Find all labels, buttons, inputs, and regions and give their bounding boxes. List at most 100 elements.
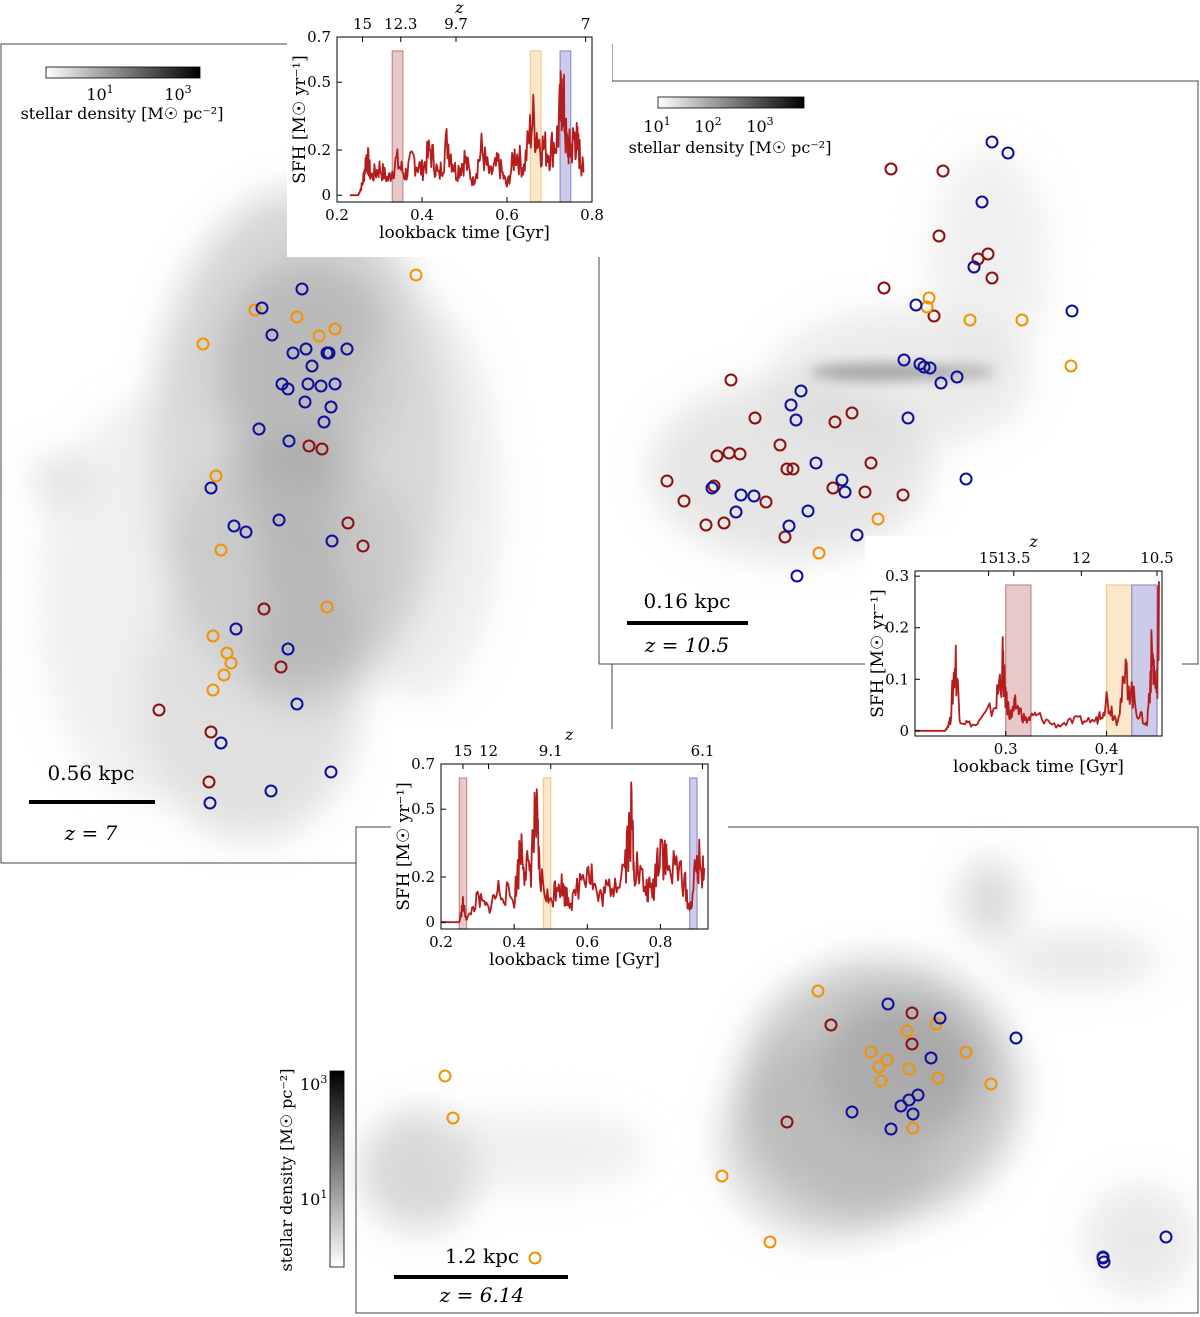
panel-z7-clusters: [152, 268, 423, 810]
cluster-young-marker: [734, 488, 748, 502]
cluster-young-marker: [340, 342, 354, 356]
cluster-young-marker: [239, 525, 253, 539]
cluster-young-marker: [301, 377, 315, 391]
sfh-ztick-label: 15: [453, 742, 472, 760]
cluster-old-marker: [786, 462, 800, 476]
cluster-old-marker: [780, 462, 794, 476]
cluster-young-marker: [282, 434, 296, 448]
cluster-young-marker: [906, 1107, 920, 1121]
cluster-young-marker: [299, 342, 313, 356]
cluster-young-marker: [227, 519, 241, 533]
cluster-young-marker: [794, 384, 808, 398]
cluster-mid-marker: [1064, 359, 1078, 373]
sfh-ztick-label: 12.3: [384, 15, 417, 33]
cluster-young-marker: [1065, 304, 1079, 318]
cluster-young-marker: [305, 359, 319, 373]
cluster-young-marker: [835, 473, 849, 487]
cluster-old-marker: [778, 530, 792, 544]
cluster-young-marker: [959, 472, 973, 486]
cluster-young-marker: [229, 622, 243, 636]
cluster-old-marker: [660, 474, 674, 488]
cluster-young-marker: [314, 379, 328, 393]
cluster-young-marker: [985, 135, 999, 149]
cluster-young-marker: [325, 534, 339, 548]
panel-z7-colorbar: [45, 66, 201, 79]
sfh-ztick-label: 15: [979, 549, 998, 567]
cluster-mid-marker: [438, 1069, 452, 1083]
panel-z6-clusters: [438, 984, 1173, 1269]
cluster-old-marker: [341, 516, 355, 530]
panel-z10-clusters: [660, 135, 1079, 583]
sfh-xtick-label: 0.4: [502, 933, 526, 951]
cluster-old-marker: [773, 438, 787, 452]
cluster-mid-marker: [871, 512, 885, 526]
sfh-inset-background: [391, 729, 728, 984]
cluster-mid-marker: [196, 337, 210, 351]
cluster-young-marker: [909, 298, 923, 312]
cluster-old-marker: [699, 518, 713, 532]
sfh-ztick-label: 12: [1072, 549, 1091, 567]
cluster-young-marker: [923, 361, 937, 375]
cluster-mid-marker: [290, 310, 304, 324]
cluster-old-marker: [824, 1018, 838, 1032]
cluster-mid-marker: [217, 668, 231, 682]
cluster-young-marker: [1097, 1255, 1111, 1269]
sfh-ztick-label: 7: [581, 15, 591, 33]
cluster-young-marker: [1001, 146, 1015, 160]
sfh-ylabel: SFH [M☉ yr⁻¹]: [394, 782, 414, 911]
cluster-young-marker: [264, 784, 278, 798]
cluster-young-marker: [298, 395, 312, 409]
cluster-old-marker: [204, 725, 218, 739]
cluster-young-marker: [705, 481, 719, 495]
panel-z10-colorbar: [657, 96, 805, 109]
cluster-old-marker: [710, 449, 724, 463]
cluster-mid-marker: [224, 656, 238, 670]
cluster-mid-marker: [931, 1071, 945, 1085]
panel-z6-density-map: [360, 860, 1195, 1295]
cluster-young-marker: [933, 1011, 947, 1025]
cluster-old-marker: [302, 439, 316, 453]
cluster-old-marker: [717, 516, 731, 530]
sfh-ytick-label: 0.1: [885, 670, 909, 688]
sfh-ytick-label: 0: [899, 722, 909, 740]
sfh-inset-z6: 0.2 0.4 0.6 0.8 0 0.2 0.5 0.7 15 12 9.1 6.1 z lookbac…: [391, 725, 728, 984]
cluster-young-marker: [324, 765, 338, 779]
cluster-young-marker: [845, 1105, 859, 1119]
cluster-young-marker: [901, 411, 915, 425]
panel-z6-redshift: z = 6.14: [439, 1283, 525, 1307]
sfh-band-mid: [542, 777, 552, 930]
cluster-young-marker: [322, 346, 336, 360]
cluster-old-marker: [257, 602, 271, 616]
cluster-old-marker: [724, 373, 738, 387]
cluster-young-marker: [911, 1088, 925, 1102]
cluster-old-marker: [152, 703, 166, 717]
panel-z6-cbar-label: stellar density [M☉ pc⁻²]: [277, 1069, 296, 1272]
cluster-old-marker: [936, 164, 950, 178]
sfh-xtick-label: 0.8: [580, 206, 604, 224]
panel-z7-density-map: [30, 190, 500, 840]
cluster-old-marker: [677, 494, 691, 508]
cluster-mid-marker: [528, 1251, 542, 1265]
panel-z7-scale-bar: [29, 800, 155, 804]
panel-z10-cbar-label: stellar density [M☉ pc⁻²]: [629, 138, 832, 157]
sfh-ztick-label: 15: [353, 15, 372, 33]
cluster-young-marker: [203, 796, 217, 810]
cluster-young-marker: [324, 400, 338, 414]
cluster-mid-marker: [206, 629, 220, 643]
cluster-old-marker: [896, 488, 910, 502]
sfh-ylabel: SFH [M☉ yr⁻¹]: [290, 55, 310, 184]
cluster-old-marker: [858, 485, 872, 499]
cluster-young-marker: [884, 1122, 898, 1136]
cluster-young-marker: [317, 415, 331, 429]
cluster-old-marker: [826, 481, 840, 495]
cluster-mid-marker: [209, 469, 223, 483]
sfh-ztick-label: 12: [479, 742, 498, 760]
cluster-old-marker: [315, 442, 329, 456]
sfh-ytick-label: 0.5: [307, 73, 331, 91]
cluster-old-marker: [927, 309, 941, 323]
sfh-xlabel: lookback time [Gyr]: [379, 223, 550, 243]
cluster-mid-marker: [874, 1074, 888, 1088]
sfh-ztick-label: 10.5: [1140, 549, 1173, 567]
